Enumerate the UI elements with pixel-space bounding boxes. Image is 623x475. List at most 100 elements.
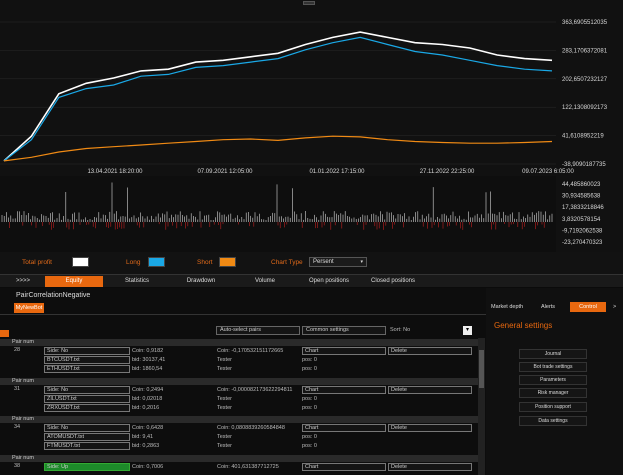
sort-label[interactable]: Sort: No [390,327,410,333]
portfolio-tester: Tester [217,357,232,363]
y-tick-label: 122,1308092173 [562,105,608,111]
add-pair-button[interactable] [0,330,9,337]
delete-button[interactable]: Delete [388,463,472,471]
pair-side-field[interactable]: Side: No [44,424,130,432]
portfolio-tester: Tester [217,366,232,372]
long-label: Long [126,259,140,266]
chart-type-select[interactable]: Persent ▾ [309,257,367,267]
portfolio-tester: Tester [217,443,232,449]
common-settings-button[interactable]: Common settings [302,326,386,335]
volume-tick-label: 17,3833218846 [562,205,604,211]
position-value: pos: 0 [302,405,317,411]
position-value: pos: 0 [302,434,317,440]
bot-trade-settings-button[interactable]: Bot trade settings [519,362,587,372]
chart-tabs: >>>> Equity Statistics Drawdown Volume O… [0,274,623,287]
tab-statistics[interactable]: Statistics [108,276,166,287]
y-tick-label: -38,9090187735 [562,162,606,168]
x-tick-label: 13.04.2021 18:20:00 [87,169,143,175]
pair-correlation-value: Coin: 0,0808839260584848 [217,425,285,431]
security-1-field[interactable]: ATOMUSDT.txt [44,433,130,441]
auto-select-pairs-button[interactable]: Auto-select pairs [216,326,300,335]
security-1-field[interactable]: BTCUSDT.txt [44,356,130,364]
security-1-bid: bid: 30137,41 [132,357,165,363]
tab-more[interactable]: >>>> [12,276,34,287]
volume-tick-label: -9,7192062538 [562,228,603,234]
total-profit-line [4,32,552,161]
tab-drawdown[interactable]: Drawdown [172,276,230,287]
x-tick-label: 09.07.2023 6:05:00 [522,169,574,175]
pair-number: 38 [14,463,20,469]
x-tick-label: 07.09.2021 12:05:00 [197,169,253,175]
chart-button[interactable]: Chart [302,347,386,355]
tab-control[interactable]: Control [570,302,606,312]
x-tick-label: 27.11.2022 22:25:00 [420,169,475,175]
chart-button[interactable]: Chart [302,386,386,394]
pair-number: 28 [14,347,20,353]
equity-chart-area: 363,6905512035 283,1706372081 202,65072321… [0,0,623,252]
pair-coin-value: Coin: 0,6428 [132,425,163,431]
security-2-field[interactable]: ZRXUSDT.txt [44,404,130,412]
delete-button[interactable]: Delete [388,347,472,355]
equity-chart: 363,6905512035 283,1706372081 202,65072321… [0,0,623,252]
tab-closed-positions[interactable]: Closed positions [362,276,424,287]
bot-tab-mynewbot[interactable]: MyNewBot [14,303,44,313]
short-color-swatch[interactable] [219,257,236,267]
pair-group-header: Pair num [0,416,478,423]
journal-button[interactable]: Journal [519,349,587,359]
pair-correlation-value: Coin: -0,170532151172665 [217,348,283,354]
pair-num-label: Pair num [12,339,34,346]
position-value: pos: 0 [302,357,317,363]
pair-side-field[interactable]: Side: No [44,347,130,355]
delete-button[interactable]: Delete [388,386,472,394]
tab-alerts[interactable]: Alerts [541,304,555,310]
pair-coin-value: Coin: 0,7006 [132,464,163,470]
sort-dropdown-icon[interactable]: ▾ [463,326,472,335]
total-profit-label: Total profit [22,259,52,266]
portfolio-tester: Tester [217,396,232,402]
pair-num-label: Pair num [12,455,34,462]
pair-group-header: Pair num [0,339,478,346]
divider [0,314,486,315]
y-tick-label: 363,6905512035 [562,20,608,26]
security-2-field[interactable]: ETHUSDT.txt [44,365,130,373]
tab-open-positions[interactable]: Open positions [298,276,360,287]
scrollbar-thumb[interactable] [479,350,484,388]
pair-side-field[interactable]: Side: No [44,386,130,394]
security-2-bid: bid: 1860,54 [132,366,162,372]
chevron-down-icon: ▾ [360,258,363,266]
data-settings-button[interactable]: Data settings [519,416,587,426]
long-color-swatch[interactable] [148,257,165,267]
portfolio-tester: Tester [217,405,232,411]
pair-number: 34 [14,424,20,430]
chart-legend: Total profit Long Short Chart Type Perse… [0,252,623,274]
vertical-scrollbar[interactable] [478,338,485,475]
position-value: pos: 0 [302,443,317,449]
chart-button[interactable]: Chart [302,424,386,432]
security-1-field[interactable]: ZILUSDT.txt [44,395,130,403]
security-1-bid: bid: 0,02018 [132,396,162,402]
risk-manager-button[interactable]: Risk manager [519,388,587,398]
tab-market-depth[interactable]: Market depth [491,304,523,310]
volume-tick-label: 30,934585638 [562,194,601,200]
right-arrow-icon[interactable]: > [613,304,616,310]
short-line [4,136,552,161]
security-2-bid: bid: 0,2016 [132,405,159,411]
total-profit-color-swatch[interactable] [72,257,89,267]
pair-num-label: Pair num [12,378,34,385]
short-label: Short [197,259,213,266]
general-settings-title: General settings [494,321,552,330]
position-value: pos: 0 [302,396,317,402]
delete-button[interactable]: Delete [388,424,472,432]
panel-title: PairCorrelationNegative [16,292,90,299]
volume-tick-label: -23,270470323 [562,240,603,246]
pair-coin-value: Coin: 0,9182 [132,348,163,354]
pair-side-field[interactable]: Side: Up [44,463,130,471]
tab-equity[interactable]: Equity [45,276,103,287]
security-2-field[interactable]: FTMUSDT.txt [44,442,130,450]
chart-button[interactable]: Chart [302,463,386,471]
tab-volume[interactable]: Volume [236,276,294,287]
position-support-button[interactable]: Position support [519,402,587,412]
y-tick-label: 202,6507232127 [562,77,608,83]
chart-type-value: Persent [313,259,334,265]
parameters-button[interactable]: Parameters [519,375,587,385]
